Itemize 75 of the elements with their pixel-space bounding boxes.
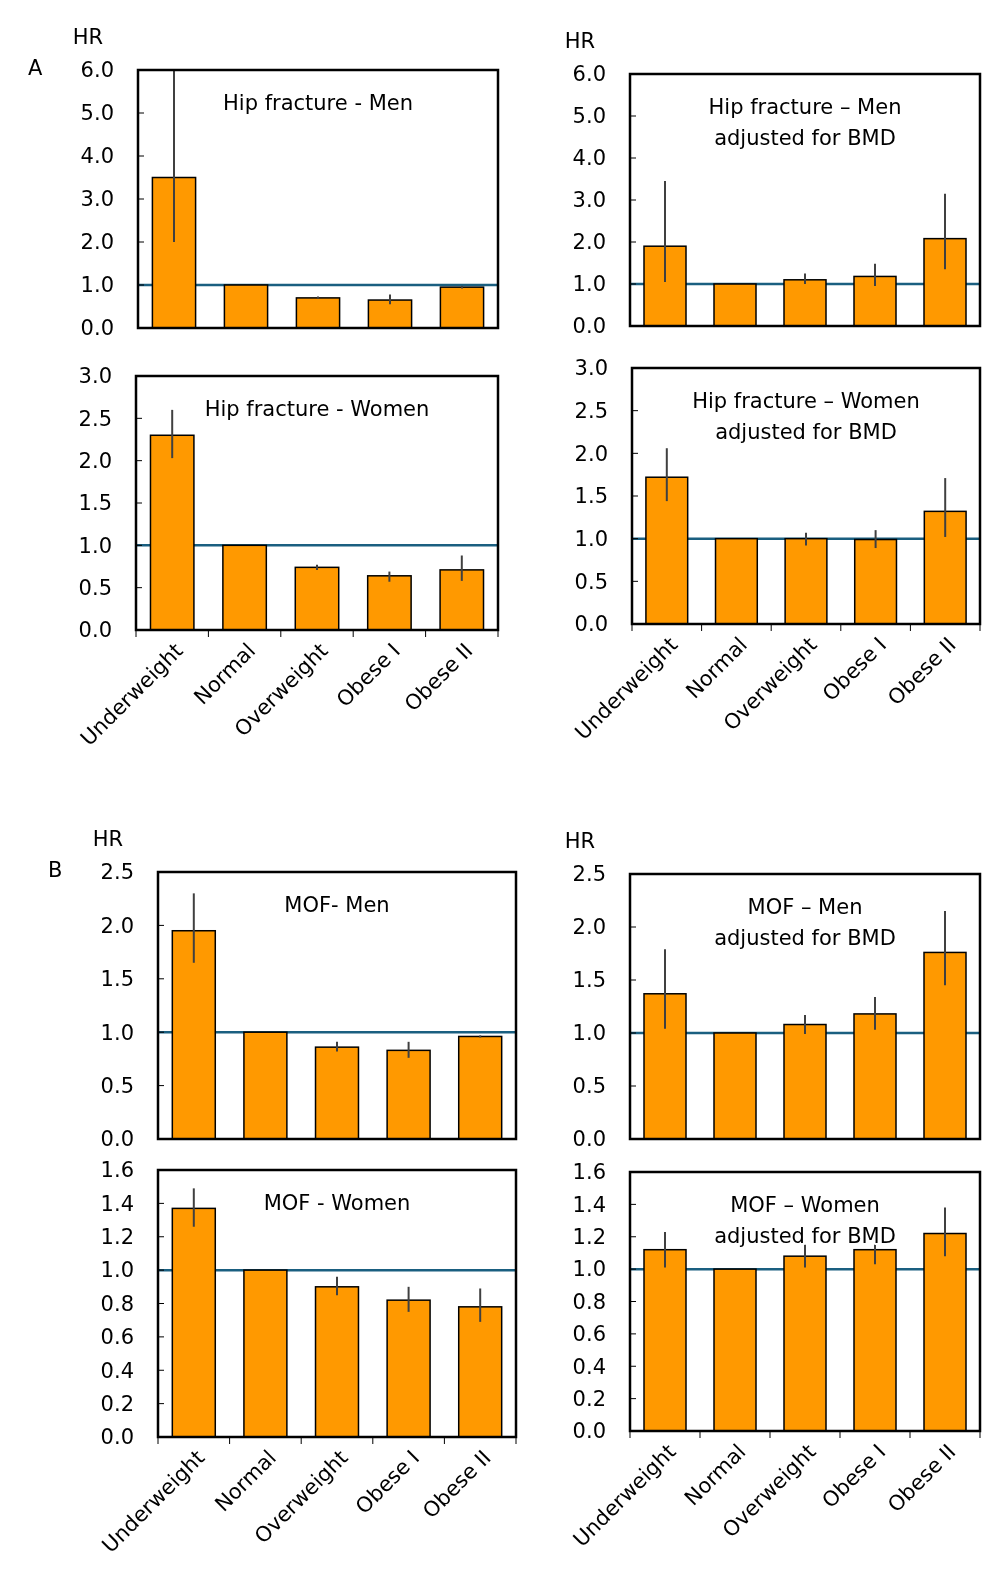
y-tick-label: 1.0	[572, 272, 606, 297]
y-tick-label: 0.5	[574, 569, 608, 594]
y-tick-label: 1.0	[572, 1257, 606, 1282]
text: Hip fracture - Men	[223, 91, 413, 115]
y-tick-label: 3.0	[572, 188, 606, 213]
y-tick-label: 3.0	[80, 187, 114, 212]
y-tick-label: 0.8	[100, 1291, 134, 1316]
text: Hip fracture – Women	[692, 389, 920, 413]
y-tick-label: 2.0	[572, 230, 606, 255]
y-tick-label: 2.5	[78, 406, 112, 431]
text: MOF – Women	[730, 1193, 880, 1217]
y-tick-label: 0.6	[572, 1322, 606, 1347]
text: Hip fracture - Women	[204, 397, 430, 421]
text: A	[28, 56, 43, 80]
y-tick-label: 0.0	[572, 1419, 606, 1444]
y-tick-label: 1.5	[100, 967, 134, 992]
y-tick-label: 0.0	[80, 316, 114, 341]
y-tick-label: 0.0	[572, 1127, 606, 1152]
y-axis-title: HR	[564, 29, 596, 53]
y-tick-label: 4.0	[572, 146, 606, 171]
y-tick-label: 0.0	[78, 618, 112, 643]
y-tick-label: 1.0	[78, 533, 112, 558]
y-tick-label: 0.5	[572, 1074, 606, 1099]
text: B	[48, 858, 63, 882]
y-tick-label: 1.6	[572, 1160, 606, 1185]
y-tick-label: 1.0	[574, 527, 608, 552]
y-tick-label: 4.0	[80, 144, 114, 169]
y-tick-label: 0.0	[100, 1425, 134, 1450]
y-tick-label: 0.4	[572, 1354, 606, 1379]
y-tick-label: 0.0	[574, 612, 608, 637]
y-tick-label: 1.4	[100, 1191, 134, 1216]
y-tick-label: 5.0	[80, 101, 114, 126]
y-tick-label: 0.4	[100, 1358, 134, 1383]
y-tick-label: 2.5	[574, 399, 608, 424]
y-tick-label: 0.8	[572, 1289, 606, 1314]
y-tick-label: 1.0	[80, 273, 114, 298]
y-axis-title: HR	[92, 827, 124, 851]
y-tick-label: 1.0	[100, 1258, 134, 1283]
y-tick-label: 3.0	[574, 356, 608, 381]
y-tick-label: 1.5	[572, 968, 606, 993]
y-tick-label: 2.0	[574, 441, 608, 466]
y-tick-label: 0.2	[572, 1386, 606, 1411]
text: adjusted for BMD	[714, 926, 896, 950]
y-tick-label: 1.2	[572, 1225, 606, 1250]
y-tick-label: 0.5	[100, 1073, 134, 1098]
text: adjusted for BMD	[714, 126, 896, 150]
y-tick-label: 1.0	[100, 1020, 134, 1045]
y-tick-label: 1.5	[78, 491, 112, 516]
y-tick-label: 0.6	[100, 1325, 134, 1350]
y-tick-label: 0.2	[100, 1391, 134, 1416]
y-tick-label: 1.6	[100, 1158, 134, 1183]
y-axis-title: HR	[564, 829, 596, 853]
y-tick-label: 1.2	[100, 1225, 134, 1250]
y-tick-label: 2.0	[78, 449, 112, 474]
y-tick-label: 5.0	[572, 104, 606, 129]
text: MOF- Men	[284, 893, 390, 917]
text: adjusted for BMD	[715, 420, 897, 444]
y-tick-label: 6.0	[80, 58, 114, 83]
y-tick-label: 2.5	[100, 860, 134, 885]
y-tick-label: 2.5	[572, 862, 606, 887]
y-tick-label: 0.0	[100, 1127, 134, 1152]
y-tick-label: 2.0	[100, 913, 134, 938]
y-axis-title: HR	[72, 25, 104, 49]
y-tick-label: 1.5	[574, 484, 608, 509]
y-tick-label: 0.5	[78, 576, 112, 601]
y-tick-label: 3.0	[78, 364, 112, 389]
y-tick-label: 0.0	[572, 314, 606, 339]
y-tick-label: 2.0	[572, 915, 606, 940]
text: MOF - Women	[263, 1191, 411, 1215]
y-tick-label: 1.4	[572, 1192, 606, 1217]
text: Hip fracture – Men	[708, 95, 902, 119]
y-tick-label: 1.0	[572, 1021, 606, 1046]
text: MOF – Men	[747, 895, 863, 919]
y-tick-label: 2.0	[80, 230, 114, 255]
y-tick-label: 6.0	[572, 62, 606, 87]
